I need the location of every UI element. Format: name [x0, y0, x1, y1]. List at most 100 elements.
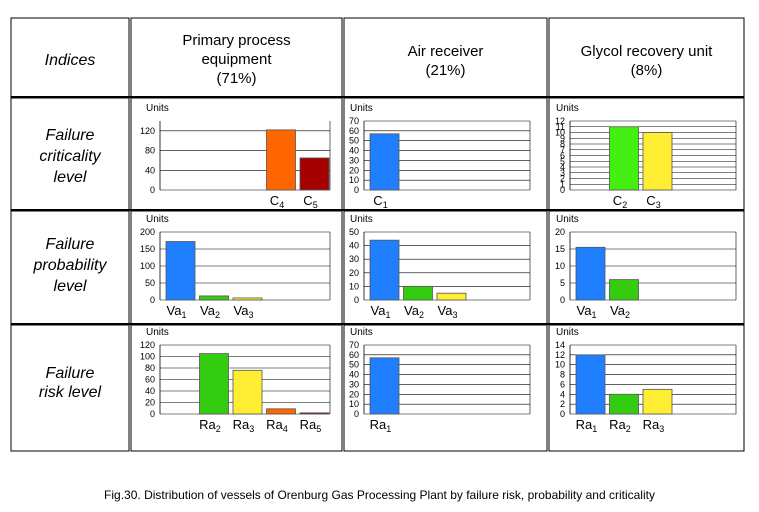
bar [266, 129, 296, 191]
category-label-base: C [303, 193, 312, 208]
row-label-line: level [54, 169, 87, 186]
category-label: Ra1 [370, 417, 392, 434]
table-cell [10, 324, 130, 452]
y-tick-label: 50 [349, 136, 359, 146]
category-label-base: Va [371, 303, 387, 318]
category-label: Ra1 [576, 417, 598, 434]
y-tick-label: 0 [354, 409, 359, 419]
category-label: Va1 [167, 303, 187, 320]
category-label-subscript: 3 [249, 424, 254, 434]
table-cell [130, 17, 343, 99]
y-tick-label: 40 [145, 386, 155, 396]
category-label-subscript: 3 [656, 200, 661, 210]
bar [232, 297, 263, 301]
y-tick-label: 60 [349, 350, 359, 360]
category-label-subscript: 2 [216, 424, 221, 434]
y-tick-label: 8 [560, 370, 565, 380]
category-label-base: Ra [233, 417, 250, 432]
bar [575, 246, 606, 301]
y-tick-label: 0 [354, 295, 359, 305]
y-tick-label: 10 [555, 261, 565, 271]
category-label-base: C [613, 193, 622, 208]
bar [609, 126, 639, 191]
bar [369, 239, 400, 301]
category-label-base: C [270, 193, 279, 208]
bar [436, 292, 467, 301]
category-label: Ra3 [233, 417, 255, 434]
y-tick-label: 0 [560, 295, 565, 305]
bar [642, 132, 673, 191]
units-label: Units [556, 327, 579, 338]
category-label-base: Ra [609, 417, 626, 432]
category-label: Ra3 [643, 417, 665, 434]
y-tick-label: 0 [354, 185, 359, 195]
table-cell [548, 17, 745, 99]
category-label: Ra4 [266, 417, 288, 434]
y-tick-label: 20 [555, 227, 565, 237]
category-label-base: C [646, 193, 655, 208]
category-label: C3 [646, 193, 660, 210]
bar [299, 157, 330, 191]
category-label: Ra2 [609, 417, 631, 434]
bar [609, 393, 639, 415]
category-label-base: Va [234, 303, 250, 318]
corner-label: Indices [45, 52, 96, 69]
table-cell [10, 97, 130, 212]
category-label: C4 [270, 193, 284, 210]
category-label-base: Ra [266, 417, 283, 432]
bar [165, 241, 196, 301]
row-label-line: Failure [46, 127, 95, 144]
y-tick-label: 4 [560, 389, 565, 399]
bar [266, 408, 296, 415]
y-tick-label: 30 [349, 254, 359, 264]
y-tick-label: 2 [560, 399, 565, 409]
category-label-base: Ra [199, 417, 216, 432]
y-tick-label: 50 [145, 278, 155, 288]
y-tick-label: 10 [349, 175, 359, 185]
y-tick-label: 0 [560, 409, 565, 419]
y-tick-label: 12 [555, 116, 565, 126]
y-tick-label: 200 [140, 227, 155, 237]
column-header-line: Air receiver [408, 43, 484, 60]
bar [642, 388, 673, 415]
category-label-subscript: 1 [383, 200, 388, 210]
y-tick-label: 0 [150, 185, 155, 195]
row-label-line: level [54, 278, 87, 295]
bar [199, 295, 229, 301]
y-tick-label: 20 [349, 165, 359, 175]
y-tick-label: 30 [349, 379, 359, 389]
y-tick-label: 80 [145, 146, 155, 156]
units-label: Units [146, 214, 169, 225]
y-tick-label: 8 [560, 139, 565, 149]
category-label-base: Va [610, 303, 626, 318]
y-tick-label: 50 [349, 227, 359, 237]
y-tick-label: 70 [349, 340, 359, 350]
y-tick-label: 100 [140, 352, 155, 362]
category-label-subscript: 2 [419, 310, 424, 320]
category-label-base: Va [167, 303, 183, 318]
y-tick-label: 60 [349, 126, 359, 136]
bar [609, 279, 639, 301]
units-label: Units [350, 327, 373, 338]
y-tick-label: 50 [349, 360, 359, 370]
category-label-subscript: 1 [591, 310, 596, 320]
category-label-subscript: 3 [659, 424, 664, 434]
row-label-line: Failure [46, 365, 95, 382]
units-label: Units [350, 214, 373, 225]
y-tick-label: 12 [555, 350, 565, 360]
column-header-line: (21%) [425, 62, 465, 79]
category-label-subscript: 5 [316, 424, 321, 434]
category-label: Ra2 [199, 417, 221, 434]
y-tick-label: 5 [560, 278, 565, 288]
y-tick-label: 7 [560, 145, 565, 155]
category-label-subscript: 3 [248, 310, 253, 320]
y-tick-label: 20 [349, 268, 359, 278]
category-label: Ra5 [300, 417, 322, 434]
y-tick-label: 10 [349, 281, 359, 291]
category-label-base: Ra [643, 417, 660, 432]
row-label-line: probability [33, 257, 108, 274]
units-label: Units [556, 103, 579, 114]
